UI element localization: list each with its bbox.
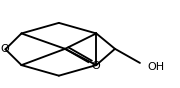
Text: O: O [91,61,100,71]
Text: OH: OH [147,62,165,72]
Text: O: O [1,44,9,54]
